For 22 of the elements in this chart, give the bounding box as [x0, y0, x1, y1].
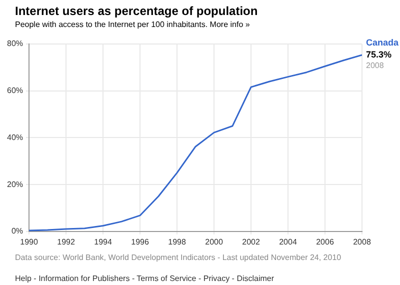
x-tick-label: 1994 [94, 237, 112, 246]
x-tick-label: 2008 [353, 237, 372, 246]
y-tick-label: 20% [6, 180, 24, 189]
x-tick-label: 2002 [242, 237, 260, 246]
x-tick-label: 1998 [168, 237, 186, 246]
x-tick-label: 1996 [131, 237, 150, 246]
y-tick-label: 0% [11, 226, 24, 236]
text: Help - Information for Publishers - Terms of Service - Privacy - Disclaimer [15, 274, 274, 283]
x-tick-label: 2000 [205, 237, 224, 246]
source-note: Data source: World Bank, World Development Indicators - Last updated November 24, 2010 [15, 253, 342, 262]
x-tick-label: 1990 [20, 237, 38, 246]
x-tick-label: 2006 [316, 237, 334, 246]
data-label: 75.3% [366, 49, 392, 60]
series-label: Canada [366, 37, 400, 48]
x-tick-label: 1992 [57, 237, 76, 246]
chart-subtitle: People with access to the Internet per 100 inhabitants. More info » [15, 20, 250, 29]
x-tick-label: 2004 [279, 237, 298, 246]
y-tick-label: 40% [6, 132, 24, 142]
y-tick-label: 80% [6, 39, 24, 48]
chart-title: Internet users as percentage of population [15, 4, 258, 18]
annotation: 2008 [366, 61, 384, 70]
y-tick-label: 60% [6, 86, 24, 96]
